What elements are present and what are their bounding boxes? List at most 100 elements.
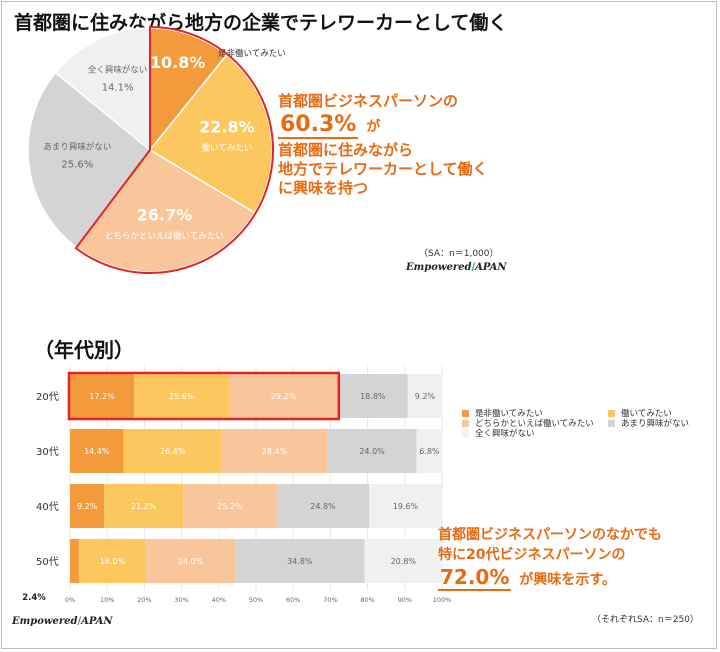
x-tick-label: 100% [433, 596, 452, 604]
pie-category-label-5: 全く興味がない [88, 65, 148, 76]
category-label: 30代 [36, 446, 59, 458]
bar-segment [70, 429, 124, 473]
legend-item: あまり興味がない [608, 417, 689, 429]
x-tick-label: 60% [286, 596, 300, 604]
x-tick-label: 80% [360, 596, 374, 604]
pie-value-label-5: 14.1% [102, 83, 134, 94]
bar-segment [145, 539, 236, 583]
bar-value-label: 29.2% [271, 392, 297, 401]
bar-value-label: 20.8% [391, 557, 417, 566]
pie-category-label-1: 是非働いてみたい [218, 48, 286, 59]
legend-label: 是非働いてみたい [475, 409, 543, 419]
bar-segment [369, 484, 442, 528]
legend-swatch [462, 409, 469, 417]
legend-item: どちらかといえば働いてみたい [462, 417, 594, 429]
pie-value-label-3: 26.7% [137, 205, 193, 224]
pie-chart: 10.8% 是非働いてみたい 22.8% 働いてみたい 26.7% どちらかといえば働いて… [27, 25, 286, 274]
legend-swatch [462, 419, 469, 427]
bar-segment [70, 484, 105, 528]
legend-item: 是非働いてみたい [462, 407, 543, 419]
callout2-percent: 72.0% [438, 565, 512, 591]
category-label: 50代 [36, 556, 59, 568]
bar-value-label: 25.2% [217, 502, 243, 511]
logo-top: Empowered/APAN [406, 262, 507, 273]
bar-segment [337, 374, 408, 418]
bar-value-label: 24.8% [310, 502, 336, 511]
bar-segment [235, 539, 365, 583]
legend-swatch [608, 419, 615, 427]
pie-value-label-4: 25.6% [61, 160, 93, 171]
bar-value-label: 9.2% [415, 392, 436, 401]
bar-callout: 首都圏ビジネスパーソンのなかでも 特に20代ビジネスパーソンの 72.0% が興味… [438, 525, 662, 591]
bar-segment [123, 429, 222, 473]
pie-value-label-1: 10.8% [150, 53, 206, 72]
bar-segment [327, 429, 417, 473]
x-tick-label: 50% [249, 596, 263, 604]
pie-callout: 首都圏ビジネスパーソンの 60.3% が 首都圏に住みながら 地方でテレワーカーと… [278, 92, 488, 198]
callout-ga: が [366, 119, 381, 135]
x-tick-label: 20% [137, 596, 151, 604]
legend-item: 全く興味がない [462, 427, 535, 439]
pie-slice-5 [54, 27, 151, 152]
bar-segment [229, 374, 338, 418]
legend-label: あまり興味がない [621, 419, 690, 429]
legend-label: 働いてみたい [621, 409, 672, 419]
callout-line-5: に興味を持つ [278, 179, 369, 197]
pie-sample-note: （SA：n＝1,000） [419, 249, 499, 259]
pie-category-label-4: あまり興味がない [43, 142, 111, 153]
bar-segment [70, 539, 79, 583]
bar-value-label: 26.4% [160, 447, 186, 456]
x-tick-label: 70% [323, 596, 337, 604]
legend-swatch [462, 429, 469, 437]
x-tick-label: 0% [65, 596, 75, 604]
legend-label: どちらかといえば働いてみたい [475, 419, 594, 429]
bar-value-label: 6.8% [419, 447, 440, 456]
pie-slice-2 [148, 53, 273, 214]
bar-value-label: 24.0% [178, 557, 204, 566]
bar-segment [133, 374, 230, 418]
bar-sample-note: （それぞれSA：n＝250） [592, 615, 699, 625]
pie-value-label-2: 22.8% [199, 117, 255, 136]
legend-swatch [608, 409, 615, 417]
bar-value-label: 19.6% [393, 502, 419, 511]
category-label: 20代 [36, 391, 59, 403]
x-tick-label: 40% [212, 596, 226, 604]
callout-line-4: 地方でテレワーカーとして働く [278, 160, 488, 178]
x-tick-label: 90% [398, 596, 412, 604]
bar-segment [416, 429, 442, 473]
callout2-line-1: 首都圏ビジネスパーソンのなかでも [438, 527, 662, 543]
pie-slice-1 [149, 27, 228, 153]
section-title: （年代別） [34, 338, 134, 362]
bar-segment [78, 539, 146, 583]
pie-slice-3 [75, 149, 256, 273]
bar-value-label: 28.4% [262, 447, 288, 456]
bar-segment [104, 484, 184, 528]
callout-percent: 60.3% [278, 112, 359, 139]
bar-segment [276, 484, 370, 528]
bar-segment [70, 374, 134, 418]
pie-highlight-outline [74, 25, 274, 274]
bar-segment [183, 484, 277, 528]
bar-value-label: 25.6% [169, 392, 195, 401]
x-tick-label: 30% [174, 596, 188, 604]
legend-item: 働いてみたい [608, 407, 672, 419]
x-tick-label: 10% [100, 596, 114, 604]
pie-category-label-2: 働いてみたい [201, 142, 252, 153]
bar-value-label: 2.4% [22, 593, 46, 603]
bar-value-label: 18.0% [100, 557, 126, 566]
callout-line-3: 首都圏に住みながら [278, 141, 414, 159]
bar-value-label: 14.4% [84, 447, 110, 456]
pie-slice-4 [27, 71, 152, 249]
highlight-box-20s [67, 371, 341, 421]
bar-segment [364, 539, 442, 583]
bar-value-label: 9.2% [77, 502, 98, 511]
callout2-tail: が興味を示す。 [519, 572, 616, 588]
callout2-line-2: 特に20代ビジネスパーソンの [438, 547, 626, 563]
category-label: 40代 [36, 501, 59, 513]
bar-value-label: 17.2% [89, 392, 115, 401]
bar-value-label: 34.8% [287, 557, 313, 566]
logo-bottom: Empowered/APAN [12, 616, 113, 627]
legend-label: 全く興味がない [475, 429, 535, 439]
